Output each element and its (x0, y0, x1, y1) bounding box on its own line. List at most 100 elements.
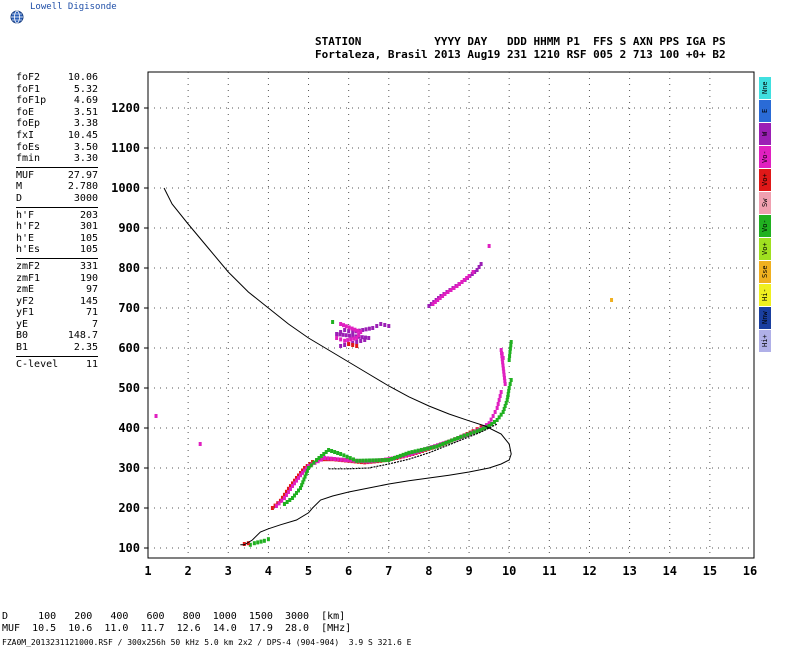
file-info-footer: FZA0M_2013231121000.RSF / 300x256h 50 kH… (2, 638, 412, 647)
param-row: C-level 11 (16, 359, 98, 371)
echo-point (341, 332, 345, 337)
echo-point (154, 414, 158, 418)
legend-item: Vo- (759, 146, 771, 168)
echo-point (324, 450, 328, 454)
echo-point (509, 343, 513, 348)
echo-point (322, 452, 326, 456)
echo-point (319, 454, 323, 458)
echo-point (256, 540, 260, 545)
echo-point (301, 468, 305, 473)
echo-point (502, 375, 506, 380)
echo-point (343, 338, 347, 343)
echo-point (416, 448, 420, 453)
param-name: h'F (16, 209, 35, 221)
echo-point (364, 327, 368, 332)
echo-point (444, 440, 448, 445)
echo-point (395, 454, 399, 459)
muf-value-row: MUF 10.5 10.6 11.0 11.7 12.6 14.0 17.9 2… (2, 623, 352, 634)
echo-point (347, 333, 351, 338)
echo-point (252, 541, 256, 546)
param-row: D 3000 (16, 193, 98, 205)
echo-point (492, 420, 496, 424)
echo-point (499, 390, 503, 394)
param-name: h'Es (16, 244, 41, 256)
echo-point (336, 457, 340, 462)
y-tick-label: 600 (118, 341, 140, 355)
legend-item: Nne (759, 77, 771, 99)
legend-item: Vo+ (759, 238, 771, 260)
echo-point (367, 326, 371, 331)
echo-point (506, 395, 510, 399)
echo-point (490, 422, 494, 426)
echo-point (452, 286, 456, 290)
echo-point (359, 339, 363, 343)
echo-point (401, 452, 405, 457)
echo-point (507, 386, 511, 390)
param-value: 27.97 (67, 169, 98, 181)
echo-point (441, 294, 445, 298)
y-tick-label: 100 (118, 541, 140, 555)
echo-point (349, 458, 353, 463)
param-row: B1 2.35 (16, 342, 98, 354)
x-tick-label: 1 (144, 564, 151, 578)
echo-point (282, 502, 286, 506)
echo-point (422, 447, 426, 452)
echo-point (282, 496, 286, 500)
echo-point (431, 302, 435, 306)
echo-point (346, 458, 350, 463)
param-row: foEs 3.50 (16, 142, 98, 154)
param-value: 5.32 (73, 83, 98, 95)
echo-point (509, 340, 513, 344)
echo-point (290, 484, 294, 488)
param-value: 97 (85, 284, 98, 296)
echo-point (475, 429, 479, 434)
globe-icon (10, 10, 24, 24)
echo-point (336, 451, 340, 455)
echo-point (198, 442, 202, 446)
param-name: zmF1 (16, 272, 41, 284)
echo-point (499, 348, 503, 352)
echo-point (446, 290, 450, 294)
echo-point (364, 335, 368, 340)
echo-point (316, 459, 320, 464)
virtual-height-trace (328, 423, 498, 470)
echo-point (301, 480, 305, 485)
echo-point (489, 417, 493, 422)
y-tick-label: 1200 (111, 101, 140, 115)
echo-point (371, 326, 375, 330)
echo-point (284, 493, 288, 497)
echo-point (330, 449, 334, 453)
legend-item: E (759, 100, 771, 122)
param-value: 301 (79, 221, 98, 233)
echo-point (339, 457, 343, 462)
echo-point (339, 330, 343, 334)
param-value: 2.35 (73, 342, 98, 354)
echo-point (280, 498, 284, 503)
echo-point (319, 457, 323, 462)
echo-point (286, 490, 290, 494)
echo-point (410, 450, 414, 455)
echo-point (438, 296, 442, 300)
echo-point (493, 410, 497, 414)
legend-item: Sse (759, 261, 771, 283)
param-value: 71 (85, 307, 98, 319)
echo-point (465, 432, 469, 437)
echo-point (323, 456, 327, 460)
param-name: zmE (16, 284, 35, 296)
param-row: foE 3.51 (16, 107, 98, 119)
echo-point (501, 366, 505, 371)
param-name: fxI (16, 129, 35, 141)
echo-point (361, 458, 365, 463)
echo-point (326, 456, 330, 461)
echo-point (449, 288, 453, 292)
param-value: 3000 (73, 192, 98, 204)
echo-point (501, 410, 505, 414)
echo-point (504, 401, 508, 405)
echo-point (455, 284, 459, 288)
echo-point (292, 493, 296, 498)
param-name: B0 (16, 330, 29, 342)
echo-point (345, 454, 349, 459)
plot-frame (147, 71, 755, 559)
echo-point (385, 457, 389, 462)
